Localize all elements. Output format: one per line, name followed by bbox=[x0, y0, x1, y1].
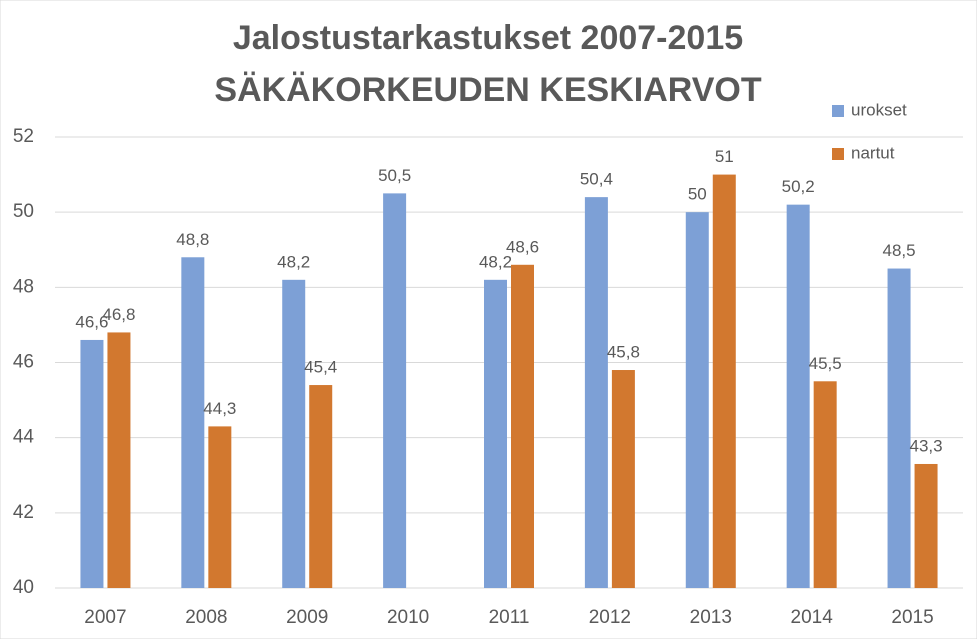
chart-title: Jalostustarkastukset 2007-2015 bbox=[233, 19, 743, 57]
bar bbox=[208, 426, 232, 588]
y-tick-label: 40 bbox=[13, 577, 34, 598]
x-tick-label: 2007 bbox=[84, 607, 126, 628]
bar bbox=[511, 264, 534, 588]
legend-label: urokset bbox=[851, 100, 907, 119]
x-tick-label: 2012 bbox=[589, 607, 631, 628]
bar bbox=[712, 174, 736, 589]
value-label: 50,2 bbox=[782, 177, 815, 196]
bar bbox=[611, 370, 635, 588]
y-tick-label: 50 bbox=[13, 201, 34, 222]
chart-title: SÄKÄKORKEUDEN KESKIARVOT bbox=[214, 71, 761, 109]
value-label: 50,5 bbox=[378, 166, 411, 185]
bar bbox=[685, 212, 709, 588]
value-label: 50 bbox=[688, 185, 707, 204]
value-label: 44,3 bbox=[203, 399, 236, 418]
x-tick-label: 2013 bbox=[690, 607, 732, 628]
bar bbox=[484, 279, 507, 588]
bar bbox=[181, 257, 205, 588]
value-label: 48,2 bbox=[277, 252, 310, 271]
bar bbox=[282, 279, 306, 588]
value-label: 48,8 bbox=[176, 230, 209, 249]
bar bbox=[887, 268, 911, 588]
value-label: 45,4 bbox=[304, 358, 337, 377]
value-label: 45,8 bbox=[607, 343, 640, 362]
y-tick-label: 42 bbox=[13, 502, 34, 523]
value-label: 48,5 bbox=[883, 241, 916, 260]
x-tick-label: 2014 bbox=[791, 607, 834, 628]
x-tick-label: 2015 bbox=[891, 607, 933, 628]
bar bbox=[813, 381, 837, 588]
value-label: 45,5 bbox=[809, 354, 842, 373]
value-label: 51 bbox=[715, 147, 734, 166]
legend-swatch bbox=[832, 105, 844, 117]
bar bbox=[584, 197, 608, 588]
value-label: 43,3 bbox=[910, 436, 943, 455]
legend-label: nartut bbox=[851, 143, 895, 162]
x-tick-label: 2010 bbox=[387, 607, 429, 628]
legend-swatch bbox=[832, 148, 844, 160]
x-tick-label: 2009 bbox=[286, 607, 328, 628]
y-tick-label: 48 bbox=[13, 276, 34, 297]
bar bbox=[309, 385, 333, 588]
value-label: 46,6 bbox=[75, 312, 108, 331]
x-tick-label: 2008 bbox=[185, 607, 227, 628]
bar bbox=[383, 193, 407, 588]
value-label: 50,4 bbox=[580, 170, 613, 189]
bar bbox=[107, 332, 131, 588]
x-tick-label: 2011 bbox=[489, 607, 530, 628]
value-label: 48,2 bbox=[479, 252, 512, 271]
bar bbox=[786, 204, 810, 588]
bar bbox=[914, 463, 938, 588]
bar bbox=[80, 339, 104, 588]
value-label: 46,8 bbox=[102, 305, 135, 324]
y-tick-label: 52 bbox=[13, 126, 34, 147]
y-tick-label: 44 bbox=[13, 427, 35, 448]
value-label: 48,6 bbox=[506, 237, 539, 256]
y-tick-label: 46 bbox=[13, 352, 34, 373]
